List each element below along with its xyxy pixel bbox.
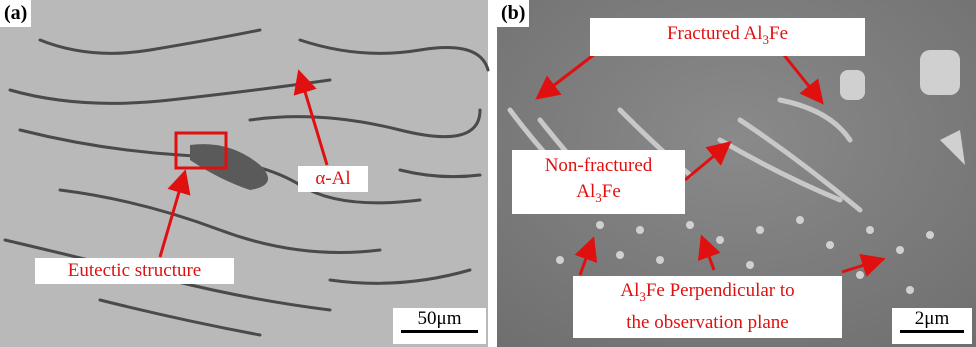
scale-label: 50μm (418, 308, 462, 329)
annotation-text: the observation plane (626, 312, 789, 333)
panel-label: (b) (497, 0, 529, 27)
annotation-text: Fractured Al (667, 23, 763, 44)
scale-bar: 50μm (393, 308, 486, 344)
annotation-text: Al (620, 280, 639, 301)
scale-bar: 2μm (892, 308, 972, 344)
annotation: Fractured Al3Fe (590, 18, 865, 56)
scale-label: 2μm (915, 308, 949, 329)
figure: (a) α-Al Eutectic structure 50μm (b) Fra… (0, 0, 976, 347)
annotation: α-Al (298, 166, 368, 192)
panel-label: (a) (0, 0, 31, 27)
annotation-text: Fe (602, 181, 621, 202)
annotation-text: Non-fractured (545, 155, 653, 176)
annotation-text: Fe (769, 23, 788, 44)
annotation-text: Fe Perpendicular to (646, 280, 795, 301)
annotation-text: Al (576, 181, 595, 202)
annotation: Eutectic structure (35, 258, 234, 284)
